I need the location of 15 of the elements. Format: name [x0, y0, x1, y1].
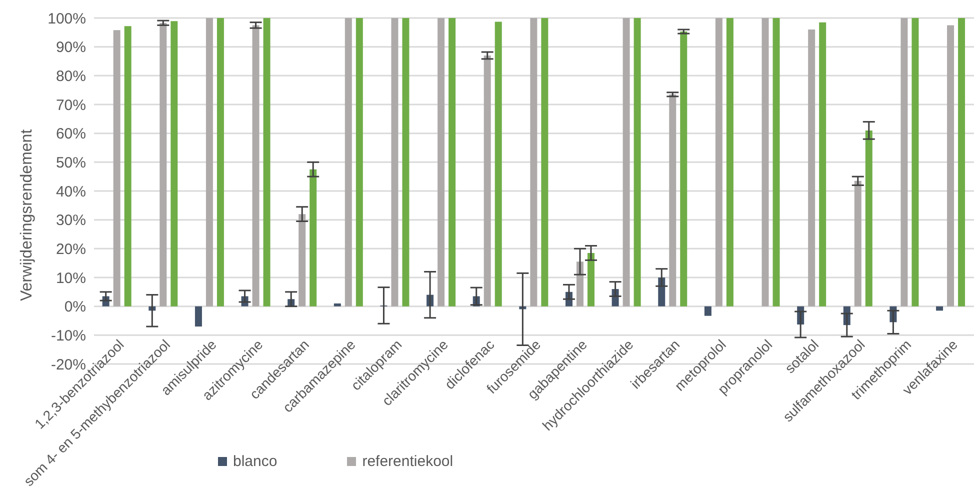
y-axis-title: Verwijderingsrendement — [18, 128, 36, 301]
y-tick-label: 30% — [56, 212, 86, 230]
y-tick-label: 20% — [56, 240, 86, 258]
y-tick-label: 0% — [64, 298, 86, 316]
y-tick-label: -10% — [50, 327, 86, 344]
y-tick-label: 40% — [56, 183, 86, 200]
y-tick-label: 10% — [56, 270, 86, 287]
y-tick-label: 100% — [48, 10, 86, 28]
y-tick-label: 80% — [56, 68, 86, 85]
legend-label: referentiekool — [362, 453, 454, 470]
y-tick-label: 70% — [56, 96, 86, 114]
y-tick-label: 60% — [56, 126, 86, 143]
legend-label: blanco — [233, 453, 278, 470]
y-tick-label: 90% — [56, 39, 86, 56]
y-tick-label: 50% — [56, 154, 86, 172]
